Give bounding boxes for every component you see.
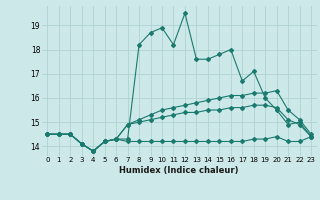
X-axis label: Humidex (Indice chaleur): Humidex (Indice chaleur)	[119, 166, 239, 175]
